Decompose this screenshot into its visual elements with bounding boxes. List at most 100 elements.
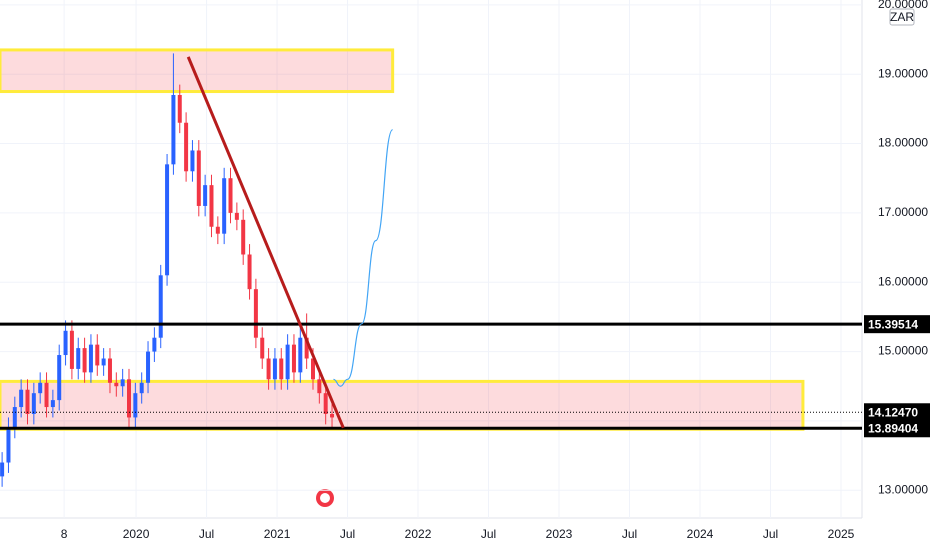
candle <box>25 379 30 425</box>
candle-body <box>6 427 11 463</box>
candle-body <box>12 407 17 428</box>
x-tick-label: 2022 <box>405 527 432 541</box>
candle <box>228 167 233 224</box>
candle-body <box>63 330 68 356</box>
candle <box>241 209 246 265</box>
projection <box>333 129 394 387</box>
price-label: 14.12470 <box>868 405 918 419</box>
x-tick-label: 2020 <box>123 527 150 541</box>
candle-body <box>291 344 296 373</box>
candle <box>95 334 100 376</box>
candle-body <box>177 95 182 123</box>
candle-body <box>222 178 227 234</box>
candle <box>57 344 62 411</box>
candle <box>203 174 208 217</box>
x-tick-label: Jul <box>763 527 778 541</box>
x-tick-label: Jul <box>622 527 637 541</box>
candle <box>152 327 157 362</box>
candle-body <box>44 382 49 408</box>
logo <box>316 489 334 507</box>
candle <box>82 337 87 383</box>
candle-body <box>158 275 163 338</box>
candle <box>76 337 81 380</box>
x-tick-label: 2025 <box>828 527 855 541</box>
candle-body <box>19 389 24 408</box>
x-tick-label: 2024 <box>687 527 714 541</box>
candle <box>298 327 303 383</box>
candle-body <box>171 95 176 165</box>
candle-body <box>114 382 119 387</box>
candle-body <box>57 355 62 401</box>
candle <box>323 382 328 425</box>
price-axis <box>862 0 932 550</box>
candle <box>12 396 17 439</box>
zone <box>0 379 805 431</box>
candle-body <box>0 462 5 477</box>
candle-body <box>279 358 284 380</box>
candle-body <box>247 254 252 290</box>
candle-body <box>88 344 93 373</box>
candle-body <box>120 379 125 387</box>
candle-body <box>196 150 201 206</box>
candle <box>0 452 5 487</box>
candle <box>6 417 11 473</box>
x-tick-label: Jul <box>199 527 214 541</box>
candle-body <box>95 344 100 366</box>
candle <box>127 368 132 428</box>
currency-box <box>889 8 915 26</box>
candle-body <box>304 337 309 359</box>
candle <box>190 140 195 182</box>
candle <box>330 403 335 428</box>
candle-body <box>266 358 271 380</box>
zone <box>0 48 395 94</box>
candle-body <box>165 164 170 276</box>
candle-body <box>330 413 335 418</box>
candle <box>184 112 189 182</box>
y-tick-label: 19.00000 <box>878 66 928 80</box>
candle-body <box>38 382 43 394</box>
candle-body <box>310 358 315 380</box>
price-label-box <box>864 419 930 438</box>
candle <box>44 372 49 418</box>
candle-body <box>184 122 189 172</box>
candle-body <box>82 348 87 373</box>
candle <box>120 368 125 397</box>
candle <box>63 320 68 366</box>
y-tick-label: 15.00000 <box>878 344 928 358</box>
candle <box>253 278 258 349</box>
price-label: 13.89404 <box>868 421 918 435</box>
candle-body <box>107 358 112 383</box>
candle-body <box>285 344 290 380</box>
candle-body <box>69 330 74 369</box>
candle-body <box>323 393 328 414</box>
candle <box>209 174 214 238</box>
candle-body <box>76 348 81 369</box>
candle <box>158 264 163 349</box>
currency-label: ZAR <box>890 10 914 24</box>
x-tick-label: Jul <box>340 527 355 541</box>
y-tick-label: 18.00000 <box>878 136 928 150</box>
candle <box>247 244 252 300</box>
candle <box>107 348 112 394</box>
candle-body <box>133 393 138 418</box>
candle <box>165 153 170 286</box>
candle-body <box>260 337 265 359</box>
candle <box>19 379 24 418</box>
candle-body <box>241 219 246 255</box>
candle <box>266 348 271 390</box>
candle-body <box>234 212 239 220</box>
candle-body <box>31 393 36 414</box>
candle <box>279 348 284 390</box>
candle-body <box>209 185 214 227</box>
x-tick-label: 2023 <box>546 527 573 541</box>
candle-body <box>215 226 220 234</box>
candle-body <box>272 358 277 380</box>
candle <box>139 372 144 404</box>
candle <box>285 334 290 390</box>
candle <box>101 348 106 376</box>
candle-body <box>190 150 195 172</box>
price-label: 15.39514 <box>868 317 918 331</box>
candle-body <box>203 185 208 206</box>
y-tick-label: 17.00000 <box>878 205 928 219</box>
